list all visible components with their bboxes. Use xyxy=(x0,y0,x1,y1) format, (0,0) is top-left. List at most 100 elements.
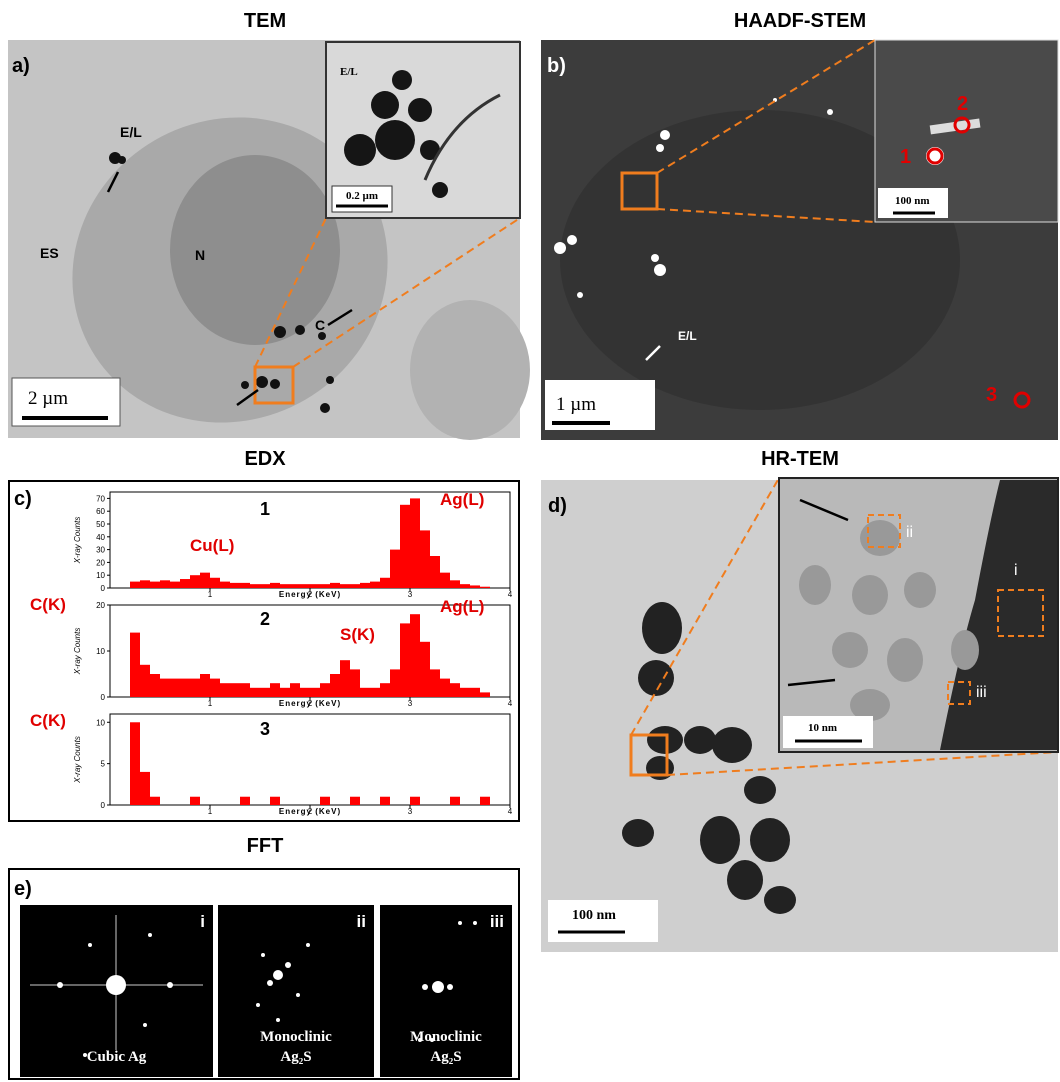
panel-title: FFT xyxy=(247,835,284,857)
spectrum-bar xyxy=(290,584,300,588)
spectrum-bar xyxy=(430,556,440,588)
spectrum-bar xyxy=(310,584,320,588)
x-axis-label: Energy (KeV) xyxy=(279,590,341,599)
panel-label: e) xyxy=(14,878,32,900)
spectrum-bar xyxy=(320,683,330,697)
fft-caption: Ag₂S xyxy=(280,1049,311,1065)
spectrum-bar xyxy=(240,797,250,805)
point-label: 3 xyxy=(986,384,997,406)
spectrum-bar xyxy=(200,573,210,588)
spectrum-bar xyxy=(170,679,180,697)
spectrum-bar xyxy=(240,683,250,697)
peak-label: C(K) xyxy=(30,711,66,730)
panel-label: b) xyxy=(547,55,566,77)
spectrum-bar xyxy=(290,683,300,697)
spectrum-bar xyxy=(480,692,490,697)
spectrum-bar xyxy=(320,584,330,588)
annotation: ES xyxy=(40,245,59,261)
spectrum-bar xyxy=(180,679,190,697)
spectrum-bar xyxy=(450,580,460,588)
spectrum-bar xyxy=(460,688,470,697)
diffraction-spot xyxy=(296,993,300,997)
spectrum-bar xyxy=(350,669,360,697)
spectrum-bar xyxy=(270,797,280,805)
spectrum-bar xyxy=(410,797,420,805)
spectrum-name: 1 xyxy=(260,499,270,519)
diffraction-spot xyxy=(261,953,265,957)
spectrum-bar xyxy=(300,584,310,588)
diffraction-spot xyxy=(88,943,92,947)
spectrum-bar xyxy=(470,585,480,588)
annotation: E/L xyxy=(678,329,697,343)
spectrum-bar xyxy=(380,578,390,588)
spectrum-bar xyxy=(270,683,280,697)
y-tick-label: 10 xyxy=(96,647,105,656)
point-label: 1 xyxy=(900,146,911,168)
annotation: N xyxy=(195,247,205,263)
diffraction-spot xyxy=(167,982,173,988)
fft-caption: Cubic Ag xyxy=(87,1049,147,1065)
spectrum-bar xyxy=(140,665,150,697)
spectrum-bar xyxy=(440,679,450,697)
y-tick-label: 10 xyxy=(96,718,105,727)
region-label: iii xyxy=(490,912,504,931)
spectrum-bar xyxy=(370,582,380,588)
fft-caption: Ag₂S xyxy=(430,1049,461,1065)
spectrum-bar xyxy=(410,614,420,697)
y-tick-label: 10 xyxy=(96,571,105,580)
spectrum-bar xyxy=(390,669,400,697)
fft-caption: Monoclinic xyxy=(260,1029,332,1045)
spectrum-bar xyxy=(440,573,450,588)
spectrum-name: 2 xyxy=(260,609,270,629)
peak-label: C(K) xyxy=(30,595,66,614)
spectrum-name: 3 xyxy=(260,719,270,739)
fft-images: iCubic AgiiMonoclinicAg₂SiiiMonoclinicAg… xyxy=(20,905,512,1077)
spectrum-bar xyxy=(160,580,170,588)
spectrum-bar xyxy=(480,797,490,805)
spectrum-bar xyxy=(390,550,400,588)
y-axis-label: X-ray Counts xyxy=(73,736,82,784)
spectrum-bar xyxy=(350,797,360,805)
diffraction-spot xyxy=(276,1018,280,1022)
panel-label: a) xyxy=(12,55,30,77)
scale-bar-label: 1 µm xyxy=(556,394,596,415)
panel-title: HAADF-STEM xyxy=(734,10,866,32)
spectrum-bar xyxy=(420,530,430,588)
spectrum-bar xyxy=(250,584,260,588)
x-tick-label: 1 xyxy=(208,590,213,599)
spectrum-bar xyxy=(220,582,230,588)
spectrum-bar xyxy=(470,688,480,697)
spectrum-bar xyxy=(310,688,320,697)
peak-label: Ag(L) xyxy=(440,597,484,616)
spectrum-bar xyxy=(340,660,350,697)
diffraction-spot xyxy=(148,933,152,937)
spectrum-bar xyxy=(400,623,410,697)
fft-caption: Monoclinic xyxy=(410,1029,482,1045)
scale-bar-label: 0.2 µm xyxy=(346,190,378,202)
spectrum-bar xyxy=(170,582,180,588)
spectrum-bar xyxy=(410,498,420,588)
figure: TEM HAADF-STEM EDX HR-TEM FFT E/L 0.2 µm… xyxy=(0,0,1060,1082)
spectrum-bar xyxy=(330,583,340,588)
y-tick-label: 40 xyxy=(96,533,105,542)
diffraction-spot xyxy=(57,982,63,988)
y-tick-label: 0 xyxy=(101,693,106,702)
page: {"panels": { "tem": {"title": "TEM", "la… xyxy=(0,0,1060,1082)
spectrum-bar xyxy=(450,683,460,697)
spectrum-bar xyxy=(420,642,430,697)
peak-label: Cu(L) xyxy=(190,536,234,555)
diffraction-spot xyxy=(422,984,428,990)
panel-title: TEM xyxy=(244,10,286,32)
spectrum-bar xyxy=(280,688,290,697)
spectrum-bar xyxy=(260,584,270,588)
y-tick-label: 30 xyxy=(96,546,105,555)
panel-label: d) xyxy=(548,495,567,517)
x-axis-label: Energy (KeV) xyxy=(279,699,341,708)
spectrum-bar xyxy=(150,797,160,805)
spectrum-bar xyxy=(140,580,150,588)
y-axis-label: X-ray Counts xyxy=(73,517,82,565)
peak-label: Ag(L) xyxy=(440,490,484,509)
spectrum-bar xyxy=(330,674,340,697)
spectrum-bar xyxy=(320,797,330,805)
spectrum-bar xyxy=(360,583,370,588)
